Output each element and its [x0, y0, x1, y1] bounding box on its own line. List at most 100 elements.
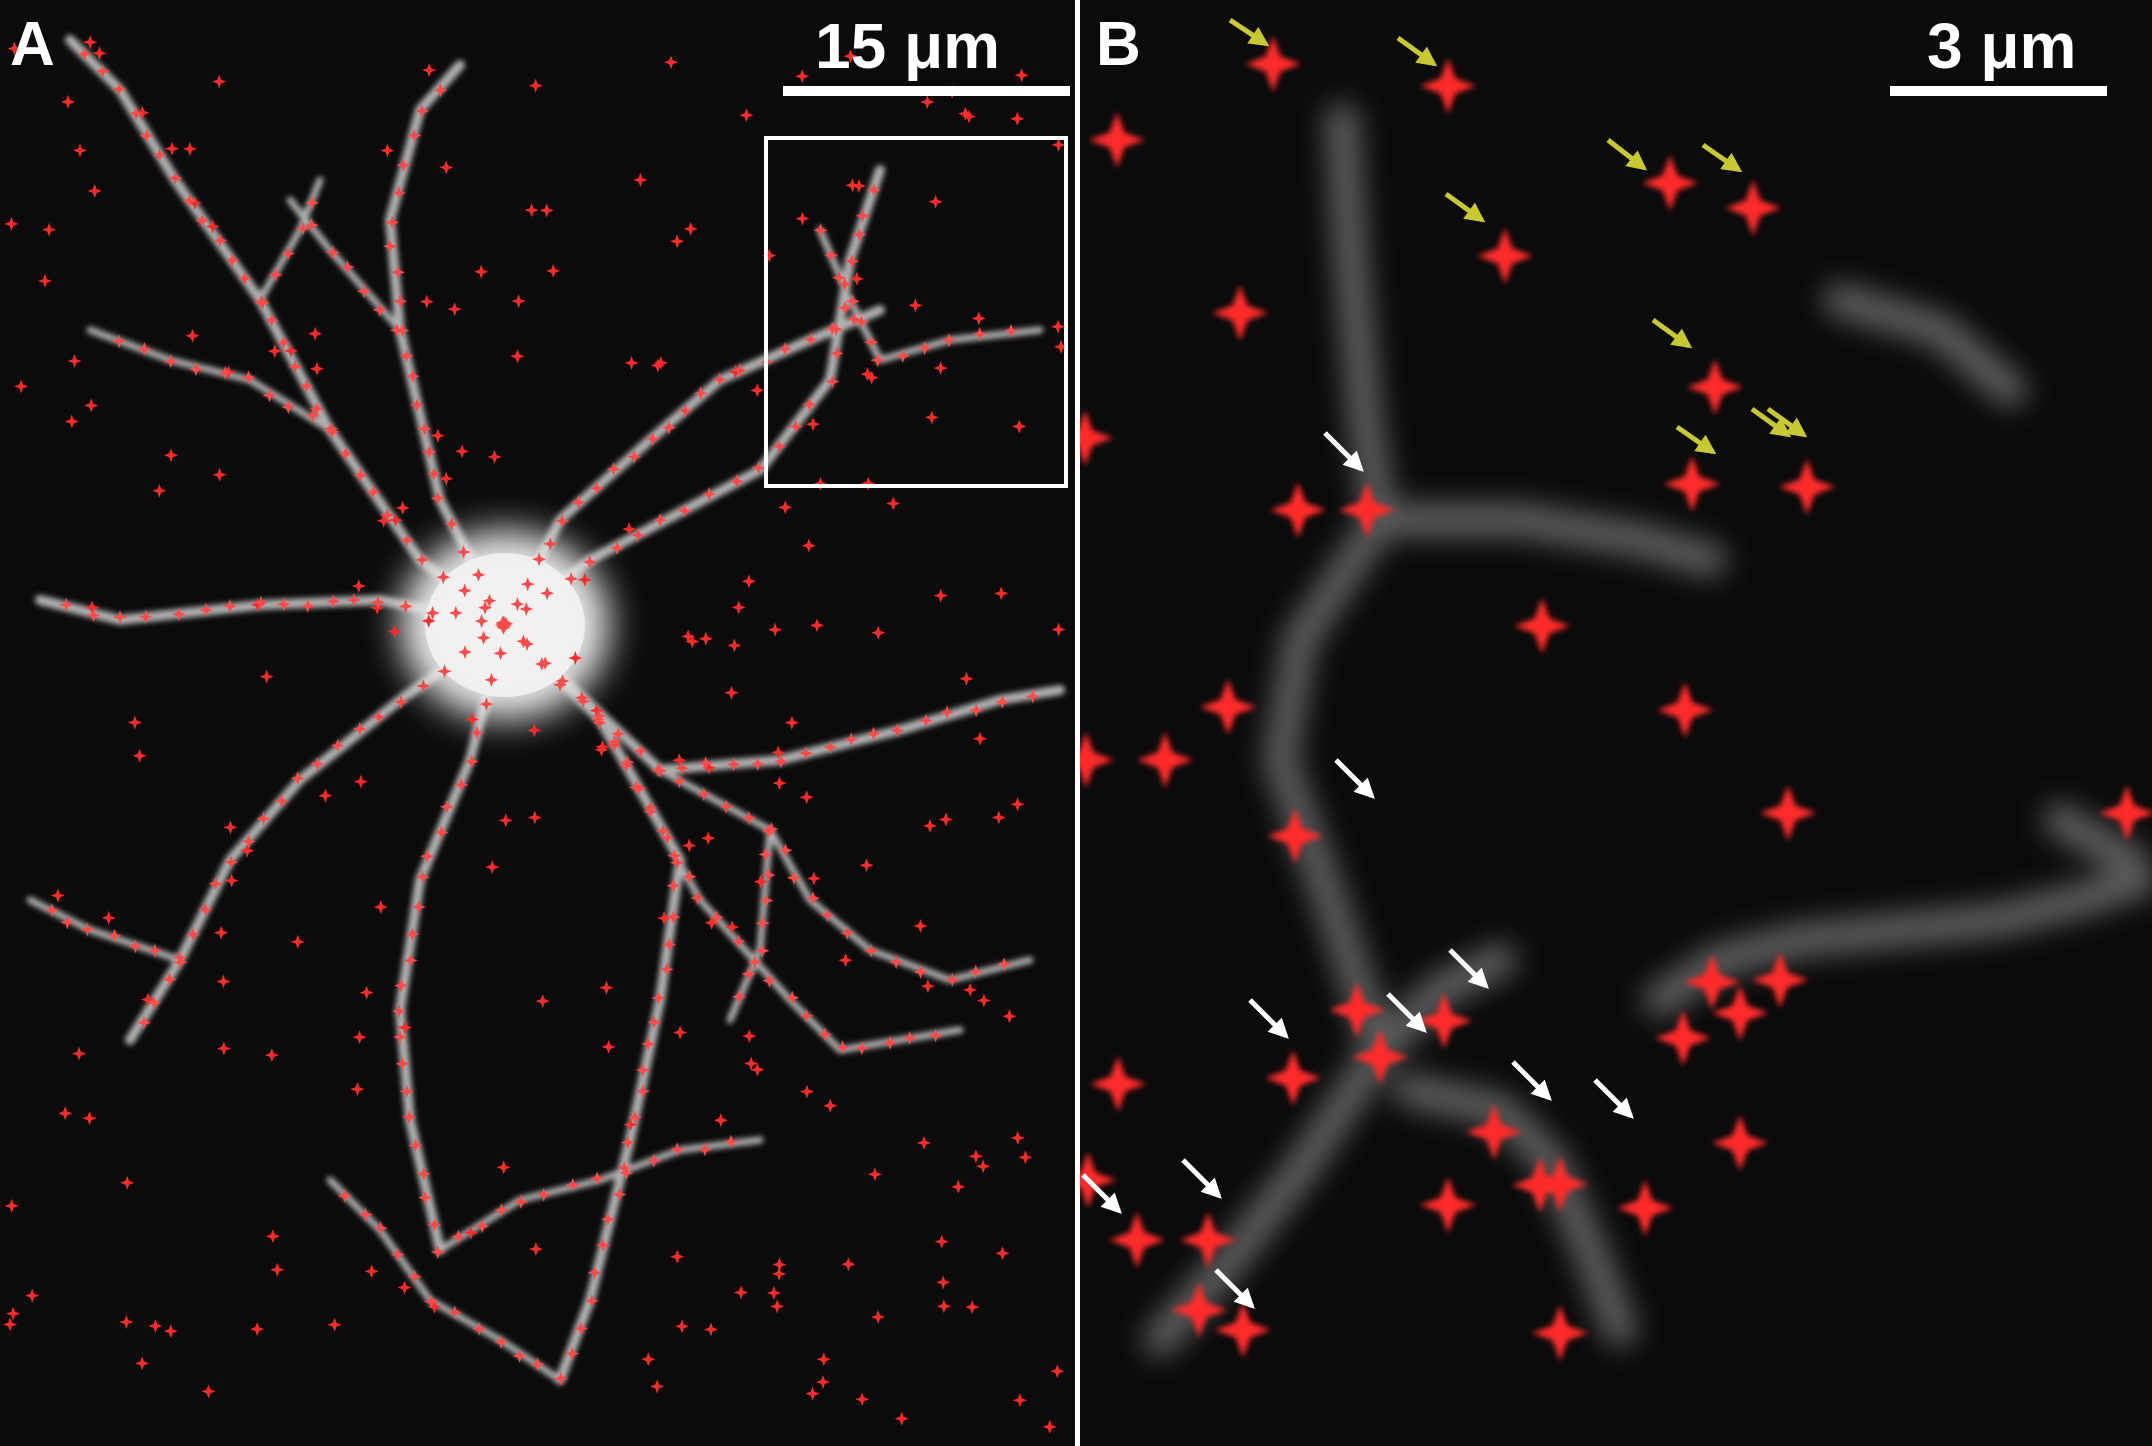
marker: [1420, 1177, 1476, 1233]
marker: [240, 843, 255, 858]
marker: [778, 843, 793, 858]
marker: [4, 1198, 19, 1213]
marker: [698, 756, 713, 771]
marker: [645, 431, 660, 446]
marker: [643, 800, 658, 815]
marker: [464, 754, 479, 769]
marker: [241, 834, 256, 849]
marker: [267, 344, 282, 359]
marker: [1779, 459, 1835, 515]
marker: [288, 359, 303, 374]
marker: [1010, 111, 1025, 126]
marker: [58, 1106, 73, 1121]
marker: [778, 500, 793, 515]
marker: [216, 1041, 231, 1056]
marker: [1018, 1150, 1033, 1165]
marker: [421, 613, 436, 628]
marker: [854, 314, 869, 329]
marker: [6, 1306, 21, 1321]
marker: [87, 184, 102, 198]
marker: [799, 1084, 814, 1099]
marker: [673, 1025, 688, 1040]
marker: [163, 1324, 178, 1339]
marker: [224, 855, 239, 870]
marker: [2099, 785, 2152, 841]
marker: [474, 614, 489, 629]
marker: [485, 860, 500, 875]
marker: [1760, 785, 1816, 841]
marker: [1245, 36, 1301, 92]
dendrite-segment: [1143, 1033, 1397, 1357]
white-arrow: [1593, 1078, 1634, 1119]
marker: [871, 625, 886, 640]
marker: [997, 957, 1012, 972]
marker: [325, 245, 340, 260]
marker: [112, 334, 126, 349]
marker: [1712, 985, 1768, 1041]
marker: [624, 355, 639, 370]
marker: [3, 1317, 18, 1332]
neuron-image: [3, 35, 1068, 1434]
marker: [372, 302, 387, 317]
white-arrow: [1214, 1268, 1255, 1309]
marker: [762, 248, 777, 263]
marker: [587, 1265, 602, 1280]
marker: [704, 915, 719, 930]
marker: [574, 690, 589, 705]
marker: [482, 593, 497, 608]
marker: [1712, 1115, 1768, 1171]
dendrite-segment: [1643, 863, 2152, 1017]
marker: [366, 485, 381, 500]
marker: [854, 1041, 869, 1056]
marker: [402, 1110, 417, 1125]
detection-markers: [3, 35, 1068, 1434]
marker: [262, 388, 277, 403]
yellow-arrow: [1651, 317, 1693, 349]
marker: [148, 1319, 163, 1333]
marker: [25, 1288, 40, 1303]
marker: [1352, 1029, 1408, 1085]
marker: [205, 219, 220, 234]
dendrite-branch: [656, 766, 1034, 984]
marker: [185, 328, 200, 343]
marker: [895, 349, 910, 363]
marker: [172, 950, 187, 965]
marker: [494, 1203, 509, 1218]
marker: [139, 128, 154, 143]
marker: [677, 503, 692, 518]
marker: [724, 685, 739, 700]
marker: [327, 1317, 342, 1332]
marker: [805, 1386, 820, 1401]
marker: [750, 757, 765, 772]
marker: [1752, 952, 1808, 1008]
marker: [908, 298, 923, 313]
marker: [758, 847, 773, 862]
marker: [633, 172, 648, 187]
marker: [337, 1188, 352, 1203]
marker: [305, 408, 320, 423]
white-arrow: [1386, 992, 1427, 1033]
marker: [448, 605, 463, 620]
marker: [662, 420, 676, 435]
marker: [1265, 1050, 1321, 1106]
marker: [650, 358, 665, 373]
marker: [584, 1293, 599, 1308]
marker: [1014, 68, 1029, 83]
marker: [326, 594, 341, 609]
marker: [1137, 732, 1193, 788]
marker: [281, 400, 296, 414]
inset-image: [1080, 17, 2152, 1361]
marker: [256, 811, 271, 826]
marker: [403, 953, 418, 968]
marker: [610, 541, 625, 555]
marker: [973, 731, 987, 746]
marker: [387, 624, 402, 639]
dendrite-segments: [1143, 103, 2152, 1357]
marker: [747, 955, 762, 969]
white-arrow: [1511, 1060, 1552, 1101]
marker: [213, 233, 228, 248]
marker: [393, 1030, 407, 1044]
marker: [465, 712, 480, 727]
marker: [963, 982, 978, 997]
marker: [347, 593, 361, 608]
